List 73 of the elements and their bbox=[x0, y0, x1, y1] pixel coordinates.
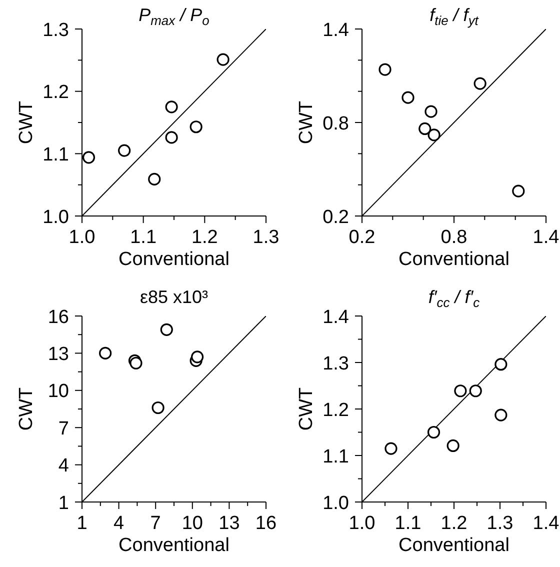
point bbox=[469, 384, 482, 398]
x-axis-title: Conventional bbox=[398, 249, 510, 270]
y-axis-title: CWT bbox=[296, 100, 317, 144]
point bbox=[427, 426, 440, 439]
y-tick-label: 1.4 bbox=[322, 20, 350, 41]
point bbox=[446, 439, 460, 452]
x-tick-label: 1.3 bbox=[486, 513, 514, 534]
y-tick-label: 1.3 bbox=[322, 353, 349, 374]
x-tick-label: 10 bbox=[182, 513, 203, 534]
x-tick-label: 1.1 bbox=[394, 513, 422, 534]
chart-title: f′$_{cc}$ / f′$_{c}$ bbox=[428, 287, 480, 310]
point bbox=[402, 91, 414, 104]
point bbox=[82, 151, 96, 164]
chart-title: ε85 x10³ bbox=[140, 287, 208, 307]
x-tick-label: 7 bbox=[150, 513, 161, 534]
x-axis-title: Conventional bbox=[118, 249, 230, 270]
x-tick-label: 1.2 bbox=[440, 513, 468, 534]
point bbox=[512, 184, 525, 198]
y-tick-label: 16 bbox=[48, 306, 69, 328]
y-tick-label: 1.0 bbox=[322, 492, 349, 514]
point bbox=[152, 401, 164, 414]
chart-title: P$_{max}$ / P$_{o}$ bbox=[138, 5, 210, 28]
x-tick-label: 1.4 bbox=[532, 227, 560, 248]
point bbox=[216, 53, 230, 66]
point bbox=[148, 172, 161, 186]
point bbox=[165, 131, 178, 144]
point bbox=[454, 384, 467, 398]
x-tick-label: 1.2 bbox=[191, 227, 218, 248]
x-tick-label: 13 bbox=[218, 513, 240, 534]
x-tick-label: 1.3 bbox=[252, 227, 280, 248]
point bbox=[424, 105, 438, 118]
x-tick-label: 1.4 bbox=[532, 513, 560, 534]
y-tick-label: 0.2 bbox=[322, 206, 349, 228]
point bbox=[165, 100, 178, 114]
y-tick-label: 1 bbox=[58, 492, 69, 514]
point bbox=[378, 63, 392, 76]
y-tick-label: 1.4 bbox=[322, 306, 350, 328]
point bbox=[428, 128, 440, 142]
y-tick-label: 7 bbox=[58, 418, 69, 440]
x-tick-label: 1.1 bbox=[130, 227, 157, 248]
x-tick-label: 0.2 bbox=[348, 227, 376, 248]
point bbox=[190, 120, 202, 134]
y-tick-label: 1.2 bbox=[42, 82, 69, 104]
point bbox=[494, 358, 508, 371]
x-axis-title: Conventional bbox=[398, 535, 510, 556]
y-tick-label: 1.1 bbox=[322, 446, 349, 468]
chart-title: f$_{tie}$ / f$_{yt}$ bbox=[430, 5, 478, 28]
y-tick-label: 1.1 bbox=[42, 144, 69, 166]
y-tick-label: 1.2 bbox=[322, 400, 349, 421]
point bbox=[191, 350, 204, 364]
point bbox=[118, 144, 131, 157]
x-tick-label: 0.8 bbox=[440, 227, 468, 248]
y-tick-label: 1.3 bbox=[42, 20, 69, 41]
point bbox=[384, 442, 398, 455]
point bbox=[494, 408, 508, 422]
point bbox=[474, 77, 486, 90]
x-tick-label: 4 bbox=[114, 513, 125, 534]
y-tick-label: 4 bbox=[58, 456, 70, 477]
y-axis-title: CWT bbox=[296, 386, 317, 431]
y-tick-label: 10 bbox=[48, 381, 69, 402]
x-tick-label: 16 bbox=[255, 513, 277, 534]
point bbox=[418, 122, 432, 136]
y-axis-title: CWT bbox=[16, 100, 37, 144]
x-axis-title: Conventional bbox=[118, 535, 230, 556]
point bbox=[160, 323, 173, 336]
point bbox=[99, 346, 112, 360]
y-axis-title: CWT bbox=[16, 386, 37, 431]
point bbox=[130, 356, 142, 370]
y-tick-label: 0.8 bbox=[322, 113, 349, 134]
y-tick-label: 1.0 bbox=[42, 206, 69, 228]
y-tick-label: 13 bbox=[48, 344, 69, 366]
x-tick-label: 1 bbox=[76, 513, 88, 534]
x-tick-label: 1.0 bbox=[348, 513, 376, 534]
